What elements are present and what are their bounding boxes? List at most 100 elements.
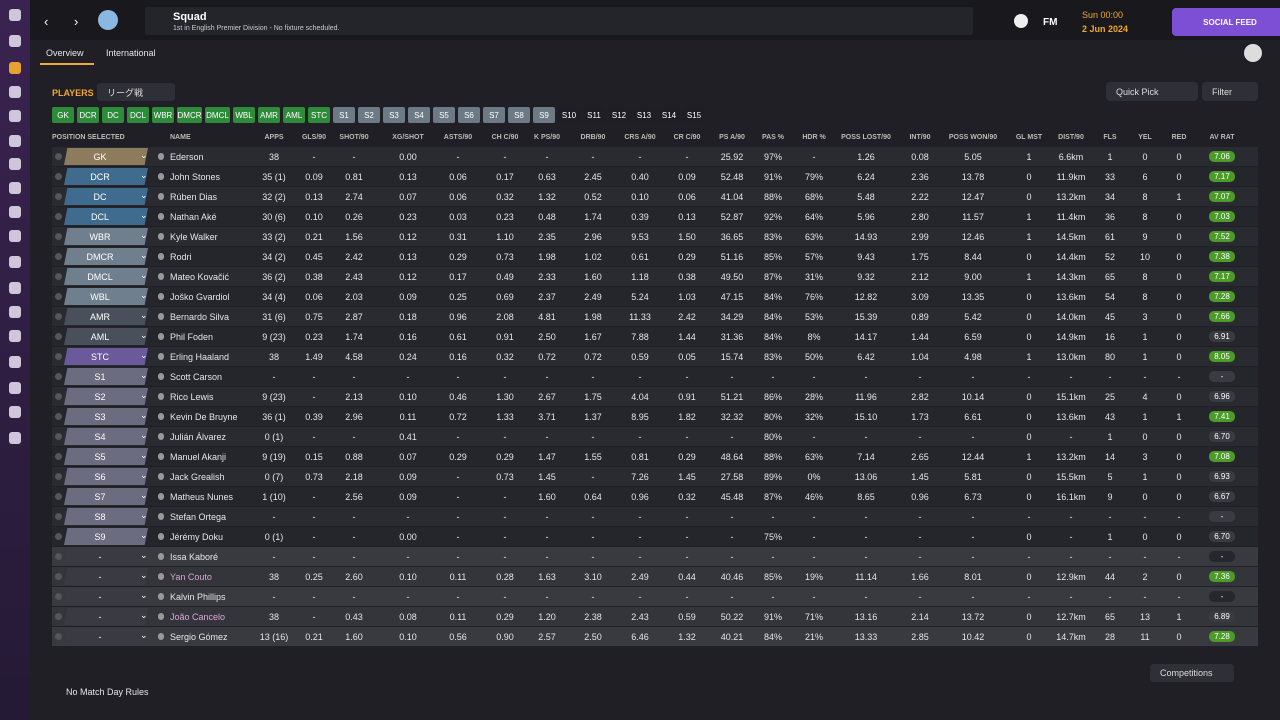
player-row[interactable]: S6 ⌄ Jack Grealish 0 (7) 0.73 2.18 0.09 - 0.73 1.… (52, 467, 1258, 486)
player-name[interactable]: Jack Grealish (170, 472, 225, 482)
position-filter[interactable]: S6 (458, 107, 480, 123)
quick-pick-button[interactable]: Quick Pick (1106, 82, 1198, 101)
player-row[interactable]: WBR ⌄ Kyle Walker 33 (2) 0.21 1.56 0.12 0.31 1.1… (52, 227, 1258, 246)
column-header[interactable]: POSS WON/90 (948, 134, 998, 141)
select-check[interactable] (55, 173, 62, 180)
position-filter[interactable]: GK (52, 107, 74, 123)
position-badge[interactable]: AMR ⌄ (64, 308, 148, 325)
position-filter[interactable]: WBR (152, 107, 174, 123)
column-header[interactable]: CRS A/90 (624, 134, 656, 141)
player-row[interactable]: DC ⌄ Rúben Dias 32 (2) 0.13 2.74 0.07 0.06 0.32 1… (52, 187, 1258, 206)
player-name[interactable]: Rodri (170, 252, 192, 262)
dropdown-arrow[interactable]: ⌄ (140, 310, 148, 320)
dropdown-arrow[interactable]: ⌄ (140, 510, 148, 520)
column-header[interactable]: HDR % (802, 134, 826, 141)
position-badge[interactable]: DMCL ⌄ (64, 268, 148, 285)
position-filter[interactable]: S15 (683, 107, 705, 123)
player-name[interactable]: Ederson (170, 152, 204, 162)
select-check[interactable] (55, 273, 62, 280)
select-check[interactable] (55, 213, 62, 220)
dropdown-arrow[interactable]: ⌄ (140, 270, 148, 280)
player-row[interactable]: S8 ⌄ Stefan Ortega - - - - - - - - - - - - - - - - - - - - - - (52, 507, 1258, 526)
select-check[interactable] (55, 513, 62, 520)
column-header[interactable]: YEL (1138, 134, 1152, 141)
player-row[interactable]: S3 ⌄ Kevin De Bruyne 36 (1) 0.39 2.96 0.11 0.72… (52, 407, 1258, 426)
player-row[interactable]: WBL ⌄ Joško Gvardiol 34 (4) 0.06 2.03 0.09 0.25… (52, 287, 1258, 306)
dropdown-arrow[interactable]: ⌄ (140, 290, 148, 300)
icon[interactable] (9, 158, 21, 170)
back-button[interactable]: ‹ (44, 14, 49, 29)
icon[interactable] (9, 206, 21, 218)
player-row[interactable]: S2 ⌄ Rico Lewis 9 (23) - 2.13 0.10 0.46 1.30 2.67… (52, 387, 1258, 406)
player-name[interactable]: Manuel Akanji (170, 452, 227, 462)
column-header[interactable]: NAME (170, 134, 191, 141)
select-check[interactable] (55, 373, 62, 380)
profile-icon[interactable] (1244, 44, 1262, 62)
position-badge[interactable]: AML ⌄ (64, 328, 148, 345)
player-row[interactable]: - ⌄ Yan Couto 38 0.25 2.60 0.10 0.11 0.28 1.63 3.1… (52, 567, 1258, 586)
column-header[interactable]: INT/90 (909, 134, 931, 141)
position-filter[interactable]: S11 (583, 107, 605, 123)
competitions-button[interactable]: Competitions (1150, 664, 1234, 682)
icon[interactable] (9, 135, 21, 147)
column-header[interactable]: DIST/90 (1058, 134, 1084, 141)
player-row[interactable]: DCR ⌄ John Stones 35 (1) 0.09 0.81 0.13 0.06 0.1… (52, 167, 1258, 186)
column-header[interactable]: FLS (1103, 134, 1117, 141)
icon[interactable] (9, 182, 21, 194)
fm-logo[interactable]: FM (1043, 17, 1058, 28)
position-badge[interactable]: S9 ⌄ (64, 528, 148, 545)
icon[interactable] (9, 282, 21, 294)
select-check[interactable] (55, 393, 62, 400)
dropdown-arrow[interactable]: ⌄ (140, 190, 148, 200)
position-filter[interactable]: S5 (433, 107, 455, 123)
column-header[interactable]: AV RAT (1209, 134, 1235, 141)
position-badge[interactable]: STC ⌄ (64, 348, 148, 365)
player-name[interactable]: Jérémy Doku (170, 532, 224, 542)
select-check[interactable] (55, 233, 62, 240)
player-name[interactable]: Kalvin Phillips (170, 592, 226, 602)
column-header[interactable]: POSS LOST/90 (841, 134, 891, 141)
player-name[interactable]: Julián Álvarez (170, 432, 227, 442)
position-badge[interactable]: WBR ⌄ (64, 228, 148, 245)
position-filter[interactable]: STC (308, 107, 330, 123)
position-badge[interactable]: S6 ⌄ (64, 468, 148, 485)
select-check[interactable] (55, 193, 62, 200)
column-header[interactable]: SHOT/90 (339, 134, 369, 141)
dropdown-arrow[interactable]: ⌄ (140, 150, 148, 160)
position-badge[interactable]: - ⌄ (64, 568, 148, 585)
player-name[interactable]: Stefan Ortega (170, 512, 227, 522)
position-filter[interactable]: S7 (483, 107, 505, 123)
position-filter[interactable]: S13 (633, 107, 655, 123)
position-filter[interactable]: S2 (358, 107, 380, 123)
help-icon[interactable] (1014, 14, 1028, 28)
player-name[interactable]: Sergio Gómez (170, 632, 228, 642)
player-name[interactable]: Yan Couto (170, 572, 212, 582)
player-name[interactable]: Matheus Nunes (170, 492, 234, 502)
select-check[interactable] (55, 473, 62, 480)
column-header[interactable]: RED (1171, 134, 1187, 141)
forward-button[interactable]: › (74, 14, 79, 29)
position-filter[interactable]: DC (102, 107, 124, 123)
player-name[interactable]: Kyle Walker (170, 232, 218, 242)
position-filter[interactable]: DCR (77, 107, 99, 123)
dropdown-arrow[interactable]: ⌄ (140, 550, 148, 560)
column-header[interactable]: K PS/90 (533, 134, 561, 141)
position-filter[interactable]: S12 (608, 107, 630, 123)
select-check[interactable] (55, 613, 62, 620)
position-badge[interactable]: - ⌄ (64, 628, 148, 645)
position-badge[interactable]: S8 ⌄ (64, 508, 148, 525)
select-check[interactable] (55, 493, 62, 500)
player-name[interactable]: Rico Lewis (170, 392, 214, 402)
inbox-icon[interactable] (9, 35, 21, 47)
column-header[interactable]: XG/SHOT (392, 134, 424, 141)
position-filter[interactable]: S1 (333, 107, 355, 123)
position-badge[interactable]: - ⌄ (64, 548, 148, 565)
player-name[interactable]: Phil Foden (170, 332, 214, 342)
squad-icon[interactable] (9, 62, 21, 74)
player-name[interactable]: Scott Carson (170, 372, 223, 382)
column-header[interactable]: PS A/90 (719, 134, 745, 141)
player-row[interactable]: AML ⌄ Phil Foden 9 (23) 0.23 1.74 0.16 0.61 0.91… (52, 327, 1258, 346)
column-header[interactable]: GL MST (1015, 134, 1043, 141)
position-badge[interactable]: DC ⌄ (64, 188, 148, 205)
position-badge[interactable]: S2 ⌄ (64, 388, 148, 405)
